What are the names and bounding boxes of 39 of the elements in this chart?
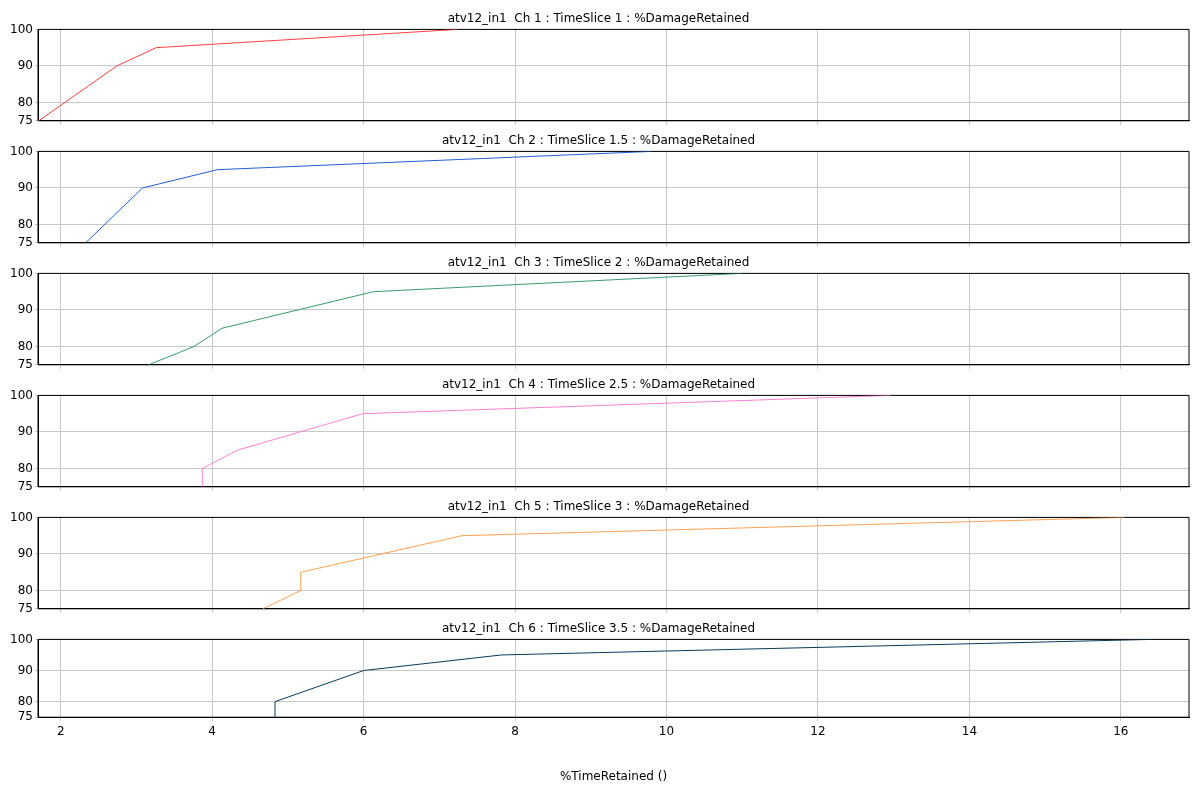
y-tick-label: 90 — [17, 546, 33, 561]
chart-title: atv12_in1 Ch 5 : TimeSlice 3 : %DamageRetained — [447, 499, 750, 514]
y-tick-label: 100 — [10, 631, 33, 646]
chart-title: atv12_in1 Ch 1 : TimeSlice 1 : %DamageRetained — [447, 11, 750, 26]
y-tick-label: 80 — [17, 582, 33, 597]
y-tick-label: 100 — [10, 265, 33, 280]
x-tick-label: 8 — [511, 723, 519, 738]
chart-title: atv12_in1 Ch 6 : TimeSlice 3.5 : %DamageRetained — [441, 621, 756, 636]
y-tick-label: 80 — [17, 338, 33, 353]
y-tick-label: 90 — [17, 302, 33, 317]
y-tick-label: 100 — [10, 21, 33, 36]
y-tick-label: 90 — [17, 662, 33, 677]
y-tick-label: 75 — [17, 234, 33, 249]
y-tick-label: 80 — [17, 216, 33, 231]
y-tick-label: 100 — [10, 143, 33, 158]
x-tick-label: 16 — [1113, 723, 1129, 738]
chart-title: atv12_in1 Ch 4 : TimeSlice 2.5 : %DamageRetained — [441, 377, 756, 392]
y-tick-label: 80 — [17, 460, 33, 475]
x-tick-label: 2 — [56, 723, 65, 738]
x-tick-label: 10 — [658, 723, 675, 738]
y-tick-label: 90 — [17, 424, 33, 439]
y-tick-label: 100 — [10, 387, 33, 402]
y-tick-label: 90 — [17, 58, 33, 73]
x-axis-title: %TimeRetained () — [559, 768, 668, 783]
y-tick-label: 75 — [17, 600, 33, 615]
chart-title: atv12_in1 Ch 3 : TimeSlice 2 : %DamageRetained — [447, 255, 750, 270]
y-tick-label: 80 — [17, 693, 33, 708]
x-tick-label: 6 — [359, 723, 368, 738]
y-tick-label: 90 — [17, 180, 33, 195]
x-tick-label: 4 — [208, 723, 216, 738]
y-tick-label: 75 — [17, 478, 33, 493]
y-tick-label: 75 — [17, 112, 33, 127]
chart-title: atv12_in1 Ch 2 : TimeSlice 1.5 : %DamageRetained — [441, 133, 756, 148]
x-tick-label: 14 — [961, 723, 978, 738]
x-tick-label: 12 — [810, 723, 826, 738]
y-tick-label: 80 — [17, 94, 33, 109]
y-tick-label: 75 — [17, 709, 33, 724]
y-tick-label: 100 — [10, 509, 33, 524]
y-tick-label: 75 — [17, 356, 33, 371]
